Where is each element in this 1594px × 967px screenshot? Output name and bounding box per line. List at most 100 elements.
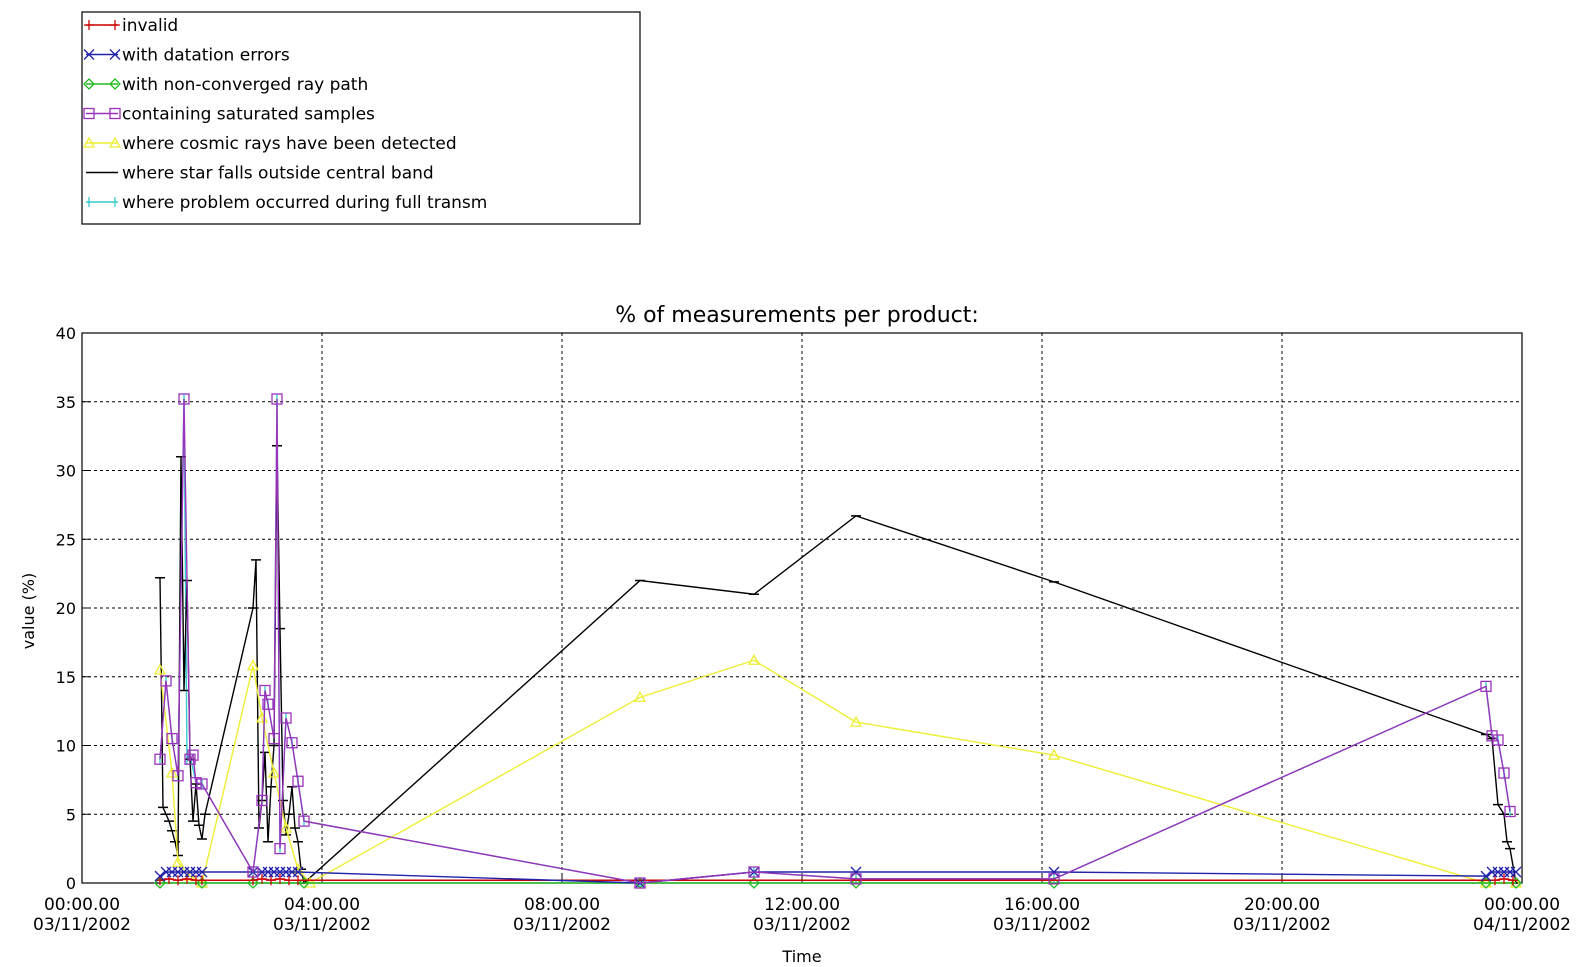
- data-point: [1486, 730, 1498, 742]
- y-tick-label: 25: [56, 530, 76, 549]
- data-point: [1480, 870, 1492, 882]
- x-tick-time: 08:00.00: [524, 895, 600, 915]
- data-point: [160, 675, 172, 687]
- y-tick-label: 40: [56, 324, 76, 343]
- legend-box: [81, 11, 641, 225]
- data-point: [298, 877, 310, 889]
- x-axis-label: Time: [781, 947, 821, 966]
- data-point: [1508, 875, 1518, 886]
- data-point: [279, 821, 293, 833]
- legend-entry: with datation errors: [83, 46, 290, 66]
- x-tick-time: 16:00.00: [1004, 895, 1080, 915]
- legend-label: where star falls outside central band: [122, 164, 434, 184]
- y-tick-label: 30: [56, 462, 76, 481]
- data-point: [271, 393, 283, 405]
- legend-marker: [84, 20, 94, 30]
- data-point: [1498, 767, 1510, 779]
- data-point: [748, 877, 760, 889]
- data-point: [286, 737, 298, 749]
- data-point: [850, 866, 862, 878]
- x-tick-date: 03/11/2002: [513, 915, 611, 935]
- legend-marker: [83, 107, 95, 120]
- legend-marker: [83, 78, 95, 90]
- data-point: [274, 842, 286, 855]
- data-point: [284, 875, 294, 886]
- x-tick-time: 00:00.00: [44, 895, 120, 915]
- data-point: [173, 875, 183, 886]
- data-point: [748, 866, 760, 878]
- data-point: [196, 778, 208, 790]
- data-point: [247, 866, 259, 878]
- data-point: [275, 873, 285, 884]
- data-point: [1499, 873, 1509, 884]
- x-tick-time: 12:00.00: [764, 895, 840, 915]
- data-point: [247, 877, 259, 889]
- data-point: [267, 766, 281, 778]
- data-point: [259, 684, 271, 697]
- legend-entry: where cosmic rays have been detected: [82, 134, 457, 154]
- data-point: [262, 698, 274, 710]
- legend-entry: containing saturated samples: [83, 105, 375, 125]
- data-point: [256, 794, 268, 807]
- series-layer: [153, 393, 1523, 889]
- legend-entry: where star falls outside central band: [86, 164, 434, 184]
- x-tick-date: 03/11/2002: [1233, 915, 1331, 935]
- data-point: [197, 875, 207, 886]
- data-point: [747, 653, 761, 665]
- y-tick-label: 10: [56, 737, 76, 756]
- legend-label: with datation errors: [122, 46, 290, 66]
- legend-marker: [109, 49, 121, 60]
- legend-marker: [108, 136, 122, 148]
- series-line: [159, 398, 1511, 884]
- data-point: [1504, 805, 1516, 818]
- legend-marker: [110, 20, 120, 30]
- x-tick-date: 03/11/2002: [273, 915, 371, 935]
- data-point: [154, 870, 166, 882]
- data-point: [246, 659, 260, 671]
- data-point: [1048, 866, 1060, 878]
- x-tick-date: 03/11/2002: [753, 915, 851, 935]
- legend-label: with non-converged ray path: [122, 75, 368, 95]
- data-point: [293, 875, 303, 886]
- data-point: [187, 749, 199, 761]
- data-point: [172, 770, 184, 782]
- data-point: [850, 877, 862, 889]
- x-axis: 00:00.0003/11/200204:00.0003/11/200208:0…: [33, 875, 1571, 935]
- legend: invalid with datation errors with non-conv…: [81, 11, 641, 225]
- y-tick-label: 35: [56, 393, 76, 412]
- data-point: [190, 776, 202, 789]
- x-tick-date: 04/11/2002: [1473, 915, 1571, 935]
- data-point: [196, 866, 208, 878]
- data-point: [849, 715, 863, 727]
- data-point: [1047, 748, 1061, 760]
- y-axis: 0 5 10 15 20 25 30 35 40: [56, 324, 90, 893]
- data-point: [1048, 877, 1060, 889]
- legend-marker: [109, 78, 121, 90]
- y-tick-label: 0: [66, 874, 76, 893]
- data-point: [292, 866, 304, 878]
- data-point: [196, 877, 208, 889]
- legend-marker: [82, 136, 96, 148]
- data-point: [1492, 734, 1504, 746]
- data-point: [1510, 866, 1522, 878]
- data-point: [171, 856, 185, 868]
- legend-marker: [109, 107, 121, 120]
- legend-marker: [83, 49, 95, 60]
- data-point: [166, 732, 178, 745]
- data-point: [292, 775, 304, 787]
- series-3: [154, 393, 1516, 889]
- x-tick-time: 04:00.00: [284, 895, 360, 915]
- data-point: [257, 873, 267, 884]
- data-point: [1480, 680, 1492, 693]
- legend-label: where cosmic rays have been detected: [122, 134, 457, 154]
- data-point: [298, 815, 310, 827]
- data-point: [153, 663, 167, 675]
- data-point: [1048, 873, 1060, 885]
- data-point: [268, 732, 280, 745]
- data-point: [1480, 877, 1492, 889]
- legend-entry: invalid: [84, 16, 178, 36]
- data-point: [154, 753, 166, 765]
- y-tick-label: 15: [56, 668, 76, 687]
- x-tick-date: 03/11/2002: [33, 915, 131, 935]
